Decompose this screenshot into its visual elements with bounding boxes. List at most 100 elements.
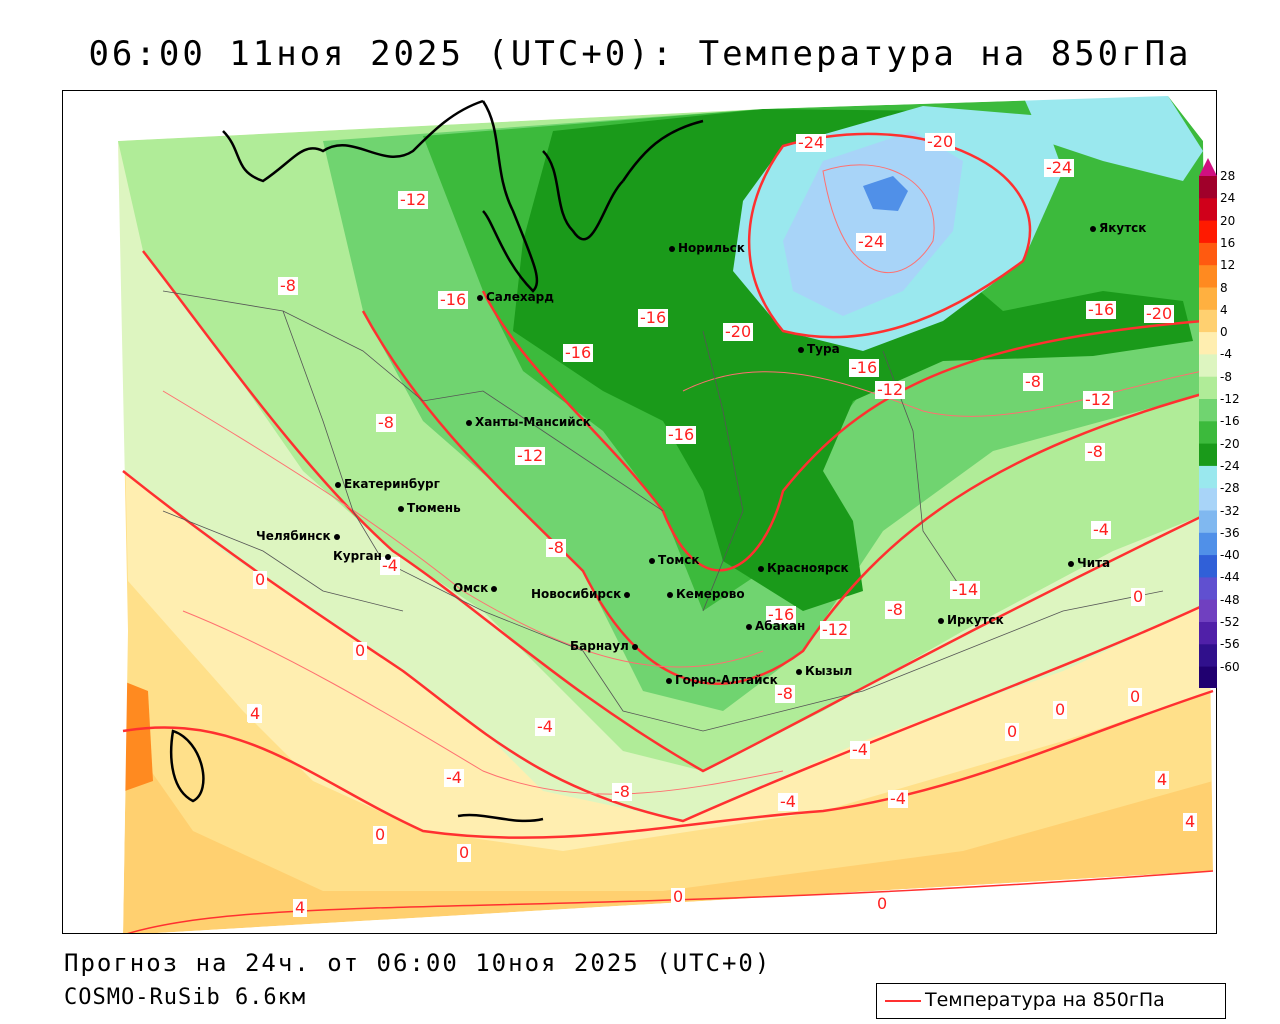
isotherm-label: -12 <box>1083 390 1114 409</box>
colorbar-swatch <box>1199 354 1217 378</box>
colorbar-tick-label: 24 <box>1220 191 1236 206</box>
isotherm-label: -12 <box>820 620 851 639</box>
city-dot-icon <box>666 677 672 684</box>
zone-minus28 <box>783 131 963 316</box>
city-yakutsk: Якутск <box>1090 221 1146 235</box>
colorbar-swatch <box>1199 198 1217 222</box>
colorbar-tick-label: -44 <box>1220 570 1240 585</box>
city-kurgan: Курган <box>333 549 394 563</box>
colorbar <box>1199 158 1217 688</box>
isotherm-label: -16 <box>849 358 880 377</box>
zone-cold-core <box>863 176 908 211</box>
isotherm-label: 0 <box>373 825 388 844</box>
legend-line-swatch <box>885 1000 921 1002</box>
colorbar-swatch <box>1199 666 1217 688</box>
colorbar-tick-label: 4 <box>1220 302 1228 317</box>
isotherm-label: -12 <box>398 190 429 209</box>
isotherm-label: 0 <box>457 843 472 862</box>
isotherm-label: -24 <box>796 133 827 152</box>
colorbar-swatch <box>1199 309 1217 333</box>
city-khanty-mansiysk: Ханты-Мансийск <box>466 415 591 429</box>
colorbar-swatch <box>1199 376 1217 400</box>
city-chelyabinsk: Челябинск <box>256 529 343 543</box>
isotherm-label: -4 <box>380 556 400 575</box>
colorbar-tick-label: -60 <box>1220 659 1240 674</box>
colorbar-tick-label: 28 <box>1220 169 1236 183</box>
colorbar-swatch <box>1199 465 1217 489</box>
city-norilsk: Норильск <box>669 241 745 255</box>
isotherm-label: 4 <box>1155 770 1170 789</box>
colorbar-swatch <box>1199 332 1217 355</box>
isotherm-label: 0 <box>253 570 268 589</box>
colorbar-tick-label: -56 <box>1220 637 1240 652</box>
city-omsk: Омск <box>453 581 500 595</box>
city-dot-icon <box>466 419 472 426</box>
colorbar-tick-label: -52 <box>1220 615 1240 629</box>
colorbar-swatch <box>1199 242 1217 266</box>
city-dot-icon <box>477 294 483 301</box>
city-dot-icon <box>384 553 391 560</box>
isotherm-label: -8 <box>278 276 298 295</box>
colorbar-swatch <box>1199 265 1217 288</box>
isotherm-label: -12 <box>875 380 906 399</box>
isotherm-label: -12 <box>515 446 546 465</box>
colorbar-tick-label: 16 <box>1220 235 1236 250</box>
city-dot-icon <box>746 623 752 630</box>
city-irkutsk: Иркутск <box>938 613 1004 627</box>
city-dot-icon <box>1068 560 1074 567</box>
colorbar-tick-label: -20 <box>1220 436 1240 451</box>
city-barnaul: Барнаул <box>570 639 641 653</box>
isotherm-label: -20 <box>1144 304 1175 323</box>
isotherm-label: -8 <box>1085 442 1105 461</box>
city-dot-icon <box>667 591 673 598</box>
colorbar-swatch <box>1199 599 1217 623</box>
city-dot-icon <box>938 617 944 624</box>
colorbar-tick-label: 20 <box>1220 213 1236 228</box>
isotherm-label: -20 <box>723 322 754 341</box>
isotherm-label: 0 <box>875 894 890 913</box>
isotherm-label: -14 <box>950 580 981 599</box>
city-yekaterinburg: Екатеринбург <box>335 477 440 491</box>
isotherm-label: 4 <box>1183 812 1198 831</box>
colorbar-swatch <box>1199 532 1217 556</box>
isotherm-label: -16 <box>666 425 697 444</box>
colorbar-tick-label: -32 <box>1220 503 1240 518</box>
city-dot-icon <box>335 481 341 488</box>
colorbar-swatch <box>1199 399 1217 422</box>
map-title: 06:00 11ноя 2025 (UTC+0): Температура на… <box>88 34 1192 74</box>
isotherm-label: 4 <box>248 704 263 723</box>
colorbar-tick-label: 12 <box>1220 258 1236 273</box>
city-tomsk: Томск <box>649 553 700 567</box>
colorbar-tick-label: -36 <box>1220 525 1240 540</box>
isotherm-label: -4 <box>888 789 908 808</box>
isotherm-label: -4 <box>444 768 464 787</box>
city-chita: Чита <box>1068 556 1110 570</box>
city-dot-icon <box>631 643 638 650</box>
isotherm-label: 0 <box>1005 722 1020 741</box>
colorbar-tick-label: -28 <box>1220 481 1240 496</box>
isotherm-label: 0 <box>353 641 368 660</box>
colorbar-tick-label: -16 <box>1220 414 1240 429</box>
colorbar-swatch <box>1199 555 1217 578</box>
map-panel: -24 -20 -24 -24 -12 -8 -16 -16 -16 -20 -… <box>62 90 1217 934</box>
isotherm-label: 4 <box>293 898 308 917</box>
city-dot-icon <box>491 585 498 592</box>
city-dot-icon <box>669 245 675 252</box>
isotherm-label: -8 <box>612 782 632 801</box>
isotherm-label: -16 <box>1086 300 1117 319</box>
model-name: COSMO-RuSib 6.6км <box>64 985 307 1010</box>
city-krasnoyarsk: Красноярск <box>758 561 849 575</box>
temperature-map <box>63 91 1216 933</box>
isotherm-label: -4 <box>850 740 870 759</box>
isotherm-label: -16 <box>563 343 594 362</box>
isotherm-label: -24 <box>1044 158 1075 177</box>
isotherm-label: -4 <box>535 717 555 736</box>
colorbar-max-arrow <box>1199 158 1217 176</box>
isotherm-label: 0 <box>671 887 686 906</box>
colorbar-tick-label: 8 <box>1220 280 1228 295</box>
colorbar-swatch <box>1199 443 1217 467</box>
isotherm-label: 0 <box>1128 687 1143 706</box>
isotherm-label: -8 <box>546 538 566 557</box>
colorbar-swatch <box>1199 577 1217 601</box>
coastline <box>169 99 704 823</box>
